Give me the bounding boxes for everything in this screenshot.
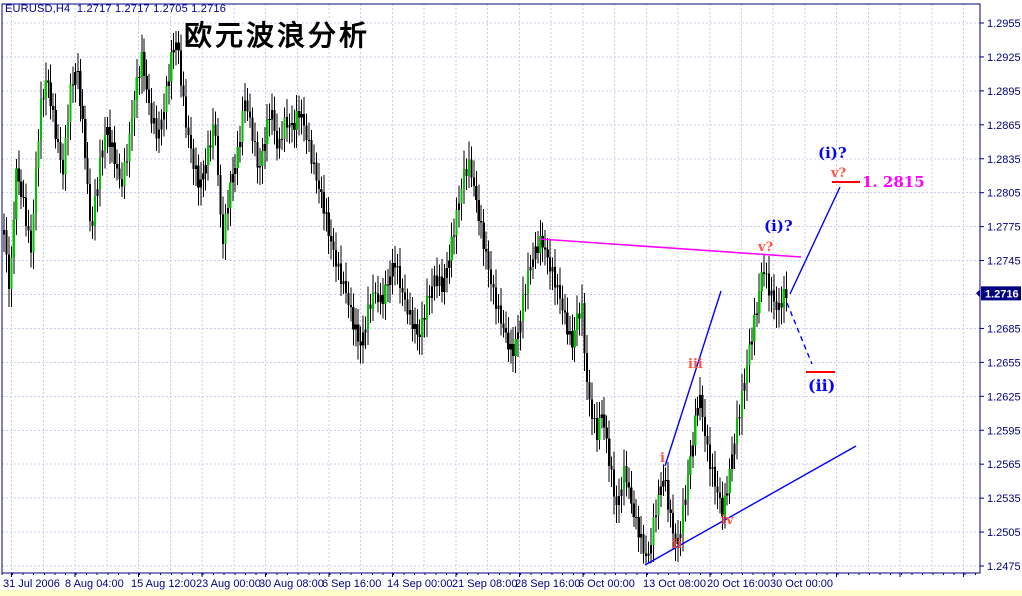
wave-label-ii2[interactable]: (ii): [808, 376, 835, 395]
x-axis-label: 6 Oct 00:00: [578, 578, 635, 590]
wave-ii-projection-line-dashed[interactable]: [786, 302, 813, 365]
x-axis-label: 20 Oct 16:00: [707, 578, 770, 590]
x-axis-label: 30 Oct 00:00: [770, 578, 833, 590]
x-axis-label: 28 Sep 16:00: [515, 578, 580, 590]
wave-label-i1-mid[interactable]: (i)?: [764, 217, 793, 235]
y-axis-label: 1.2895: [987, 86, 1021, 98]
y-axis-label: 1.2535: [987, 493, 1021, 505]
y-axis-label: 1.2505: [987, 527, 1021, 539]
wave-label-v-upper[interactable]: v?: [830, 166, 847, 181]
current-price-value: 1.2716: [985, 288, 1019, 300]
chart-title: 欧元波浪分析: [184, 19, 371, 52]
plot-border: [1, 3, 981, 574]
wave-label-iv[interactable]: iv: [721, 513, 734, 528]
y-axis-label: 1.2865: [987, 120, 1021, 132]
y-axis-label: 1.2775: [987, 222, 1021, 234]
current-price-marker: [981, 286, 1021, 301]
grid-lines: [2, 4, 980, 573]
price-marker-arrow: [976, 289, 980, 298]
symbol-quote-line: EURUSD,H4 1.2717 1.2717 1.2705 1.2716: [5, 3, 227, 15]
x-axis-label: 15 Aug 12:00: [131, 578, 196, 590]
y-axis-label: 1.2655: [987, 357, 1021, 369]
x-axis-label: 8 Aug 04:00: [65, 578, 124, 590]
x-axis-label: 30 Aug 08:00: [259, 578, 324, 590]
y-axis-label: 1.2565: [987, 459, 1021, 471]
x-axis: 31 Jul 2006 8 Aug 04:00 15 Aug 12:00 23 Aug…: [1, 573, 976, 590]
y-axis: 1.2955 1.2925 1.2895 1.2865 1.2835 1.2805 1.27…: [980, 18, 1021, 573]
y-axis-label: 1.2595: [987, 425, 1021, 437]
wave-label-i1-upper[interactable]: (i)?: [818, 144, 847, 162]
x-axis-label: 21 Sep 08:00: [452, 578, 517, 590]
wave-v-projection-line[interactable]: [789, 186, 841, 295]
y-axis-label: 1.2925: [987, 52, 1021, 64]
wave-label-ii[interactable]: ii: [672, 537, 682, 552]
x-axis-label: 31 Jul 2006: [3, 578, 60, 590]
y-axis-label: 1.2955: [987, 18, 1021, 30]
y-axis-label: 1.2625: [987, 391, 1021, 403]
x-axis-label: 23 Aug 00:00: [196, 578, 261, 590]
window-bottom-edge: [0, 590, 1022, 596]
y-axis-label: 1.2835: [987, 154, 1021, 166]
x-axis-label: 14 Sep 00:00: [387, 578, 452, 590]
x-axis-label: 13 Oct 08:00: [643, 578, 706, 590]
y-axis-label: 1.2745: [987, 256, 1021, 268]
target-price-label[interactable]: 1. 2815: [862, 173, 925, 191]
wave-label-i[interactable]: i: [660, 451, 665, 466]
candles-series: [2, 30, 788, 564]
y-axis-label: 1.2805: [987, 188, 1021, 200]
y-axis-label: 1.2475: [987, 561, 1021, 573]
wave-label-v-mid[interactable]: v?: [757, 240, 774, 255]
wave-label-iii[interactable]: iii: [688, 357, 703, 372]
x-axis-label: 6 Sep 16:00: [322, 578, 381, 590]
rising-support-trendline[interactable]: [644, 445, 857, 566]
wave-i-impulse-line[interactable]: [664, 290, 722, 467]
upper-descending-trendline[interactable]: [539, 238, 802, 258]
y-axis-label: 1.2685: [987, 323, 1021, 335]
